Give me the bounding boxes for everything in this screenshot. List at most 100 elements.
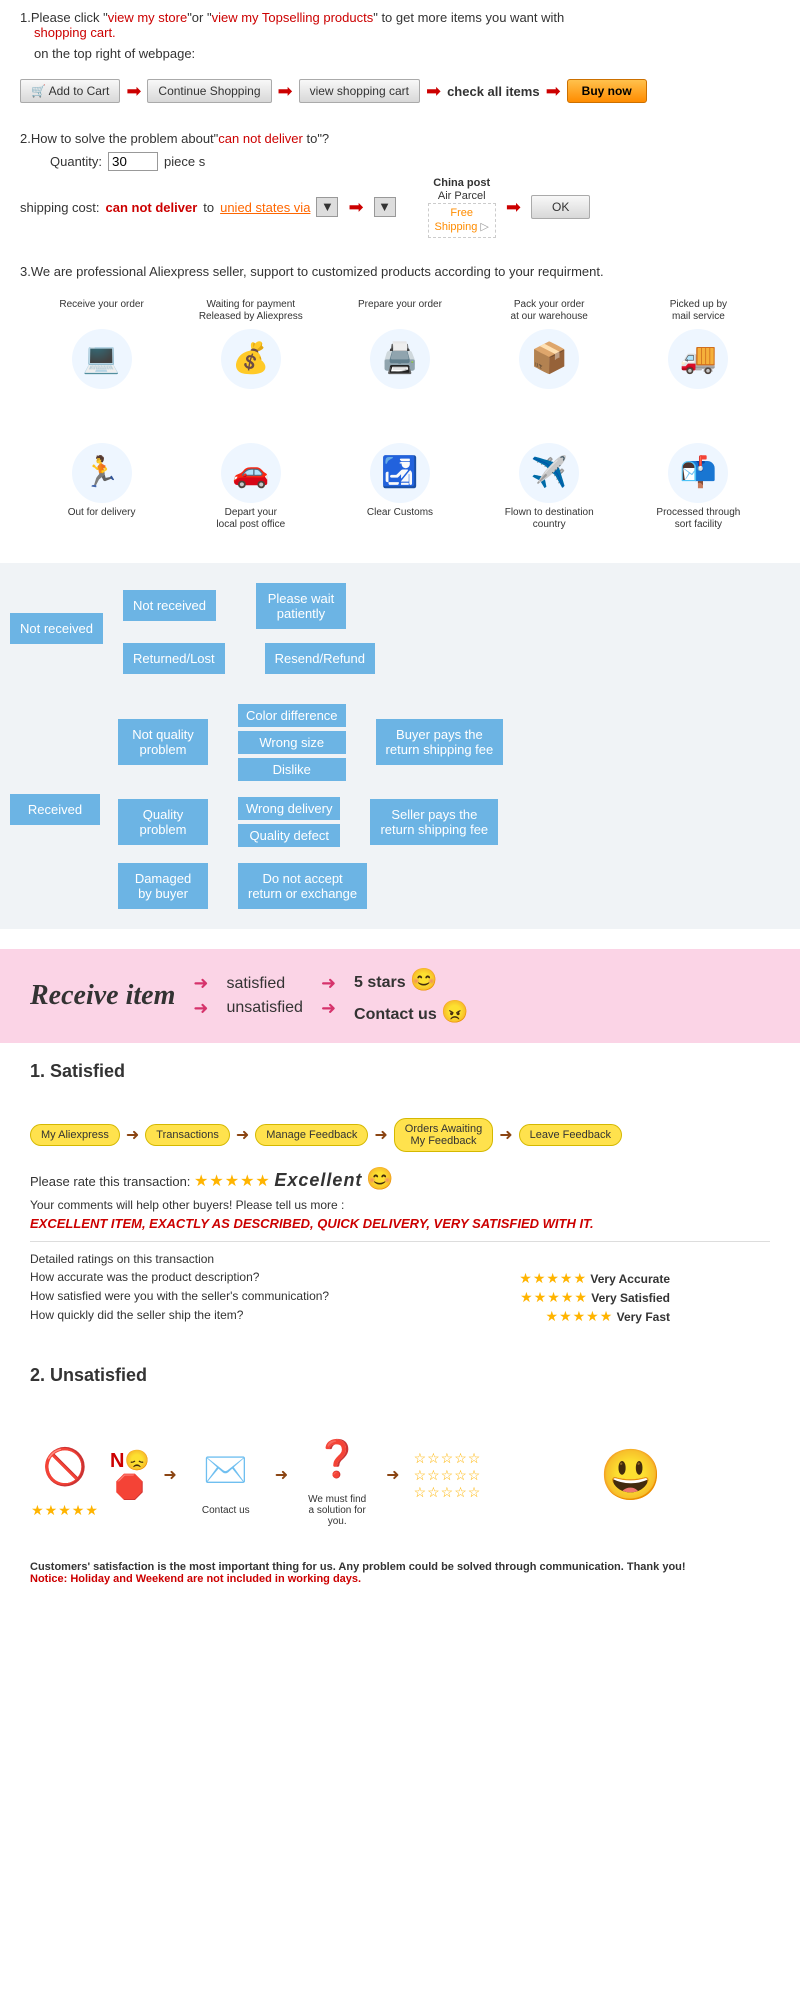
step2-section: 2.How to solve the problem about"can not…: [0, 121, 800, 254]
tree-box: Not quality problem: [118, 719, 208, 765]
shipping-row: shipping cost:can not deliver to unied s…: [20, 177, 780, 238]
solution-text: We must find a solution for you.: [302, 1494, 372, 1527]
excellent-text: Excellent: [274, 1170, 362, 1190]
arrow-icon: ➡: [546, 81, 561, 102]
stars-grid: ☆☆☆☆☆ ☆☆☆☆☆ ☆☆☆☆☆: [414, 1450, 482, 1501]
qty-label: Quantity:: [50, 154, 102, 169]
process-step: Pack your order at our warehouse📦: [478, 299, 621, 419]
feedback-pill[interactable]: Transactions: [145, 1124, 230, 1146]
continue-shopping-button[interactable]: Continue Shopping: [147, 79, 271, 103]
feedback-pill[interactable]: My Aliexpress: [30, 1124, 120, 1146]
china-post-block: China postAir Parcel FreeShipping ▷: [428, 177, 496, 238]
pieces-text: piece s: [164, 154, 205, 169]
link-view-store[interactable]: view my store: [108, 10, 187, 25]
tree-box: Resend/Refund: [265, 643, 375, 674]
feedback-pill[interactable]: Orders Awaiting My Feedback: [394, 1118, 493, 1152]
tree-box: Do not accept return or exchange: [238, 863, 367, 909]
shipping-text: Shipping: [435, 221, 478, 233]
a2: Very Satisfied: [591, 1291, 670, 1305]
rate-label: Please rate this transaction:: [30, 1174, 190, 1189]
tree-box: Not received: [123, 590, 216, 621]
process-flow-bottom: 🏃Out for delivery🚗Depart your local post…: [0, 429, 800, 543]
tree-box: Seller pays the return shipping fee: [370, 799, 498, 845]
receive-title: Receive item: [30, 980, 175, 1012]
q1: How accurate was the product description…: [30, 1270, 259, 1287]
no-text: N😞: [110, 1448, 149, 1473]
five-stars-text: 5 stars: [354, 974, 406, 991]
email-block: ✉️ Contact us: [191, 1435, 261, 1516]
step3-text: 3.We are professional Aliexpress seller,…: [20, 264, 780, 279]
txt: " to get more items you want with: [373, 10, 564, 25]
unsatisfied-heading: 2. Unsatisfied: [30, 1365, 800, 1386]
txt: to"?: [303, 131, 329, 146]
tree-box: Wrong delivery: [238, 797, 340, 820]
arrow-icon: ➜: [193, 973, 208, 994]
button-flow-row: 🛒 Add to Cart ➡ Continue Shopping ➡ view…: [20, 79, 800, 103]
china-post-text: China post: [433, 177, 490, 189]
contact-label: Contact us: [191, 1505, 261, 1516]
smile-icon: 😊: [366, 1166, 393, 1191]
arrow-icon: ➡: [426, 81, 441, 102]
big-smile-icon: 😃: [596, 1440, 666, 1510]
quantity-input[interactable]: [108, 152, 158, 171]
arrow-icon: ➡: [506, 197, 521, 218]
process-step: Prepare your order🖨️: [328, 299, 471, 419]
angry-icon: 😠: [441, 999, 468, 1024]
q2: How satisfied were you with the seller's…: [30, 1289, 329, 1306]
arrow-icon: ➜: [321, 998, 336, 1019]
tree-not-received: Not received: [10, 613, 103, 644]
via-link[interactable]: unied states via: [220, 200, 310, 215]
ship-label: shipping cost:: [20, 200, 100, 215]
arrow-icon: ➡: [126, 81, 141, 102]
tree-box: Please wait patiently: [256, 583, 346, 629]
check-all-text: check all items: [447, 84, 540, 99]
view-cart-button[interactable]: view shopping cart: [299, 79, 420, 103]
tree-box: Quality defect: [238, 824, 340, 847]
cannot-deliver-text: can not deliver: [218, 131, 303, 146]
arrow-icon: ➜: [163, 1465, 176, 1485]
buy-now-button[interactable]: Buy now: [567, 79, 647, 103]
contact-text: Contact us: [354, 1006, 437, 1023]
arrow-icon: ➡: [278, 81, 293, 102]
feedback-pill[interactable]: Manage Feedback: [255, 1124, 368, 1146]
process-flow-top: Receive your order💻Waiting for payment R…: [0, 289, 800, 429]
intro-section: 1.Please click "view my store"or "view m…: [0, 0, 800, 71]
air-parcel-text: Air Parcel: [438, 190, 486, 202]
feedback-flow: My Aliexpress ➜ Transactions ➜ Manage Feedba…: [30, 1118, 770, 1152]
process-step: Receive your order💻: [30, 299, 173, 419]
arrow-icon: ➜: [499, 1125, 512, 1145]
link-topselling[interactable]: view my Topselling products: [212, 10, 374, 25]
satisfied-text: satisfied: [226, 975, 303, 993]
a1: Very Accurate: [590, 1272, 670, 1286]
no-block: N😞 🛑: [110, 1448, 149, 1502]
dropdown-icon[interactable]: ▼: [374, 197, 396, 217]
step2-question: 2.How to solve the problem about"can not…: [20, 131, 780, 146]
comments-text: Your comments will help other buyers! Pl…: [30, 1198, 770, 1212]
txt: "or ": [187, 10, 211, 25]
process-step: 🚗Depart your local post office: [179, 439, 322, 533]
footer-notice: Notice: Holiday and Weekend are not incl…: [30, 1573, 770, 1585]
tree-box: Damaged by buyer: [118, 863, 208, 909]
a3: Very Fast: [617, 1310, 670, 1324]
satisfied-section: My Aliexpress ➜ Transactions ➜ Manage Feedba…: [0, 1090, 800, 1347]
unsatisfied-text: unsatisfied: [226, 999, 303, 1017]
review-text: EXCELLENT ITEM, EXACTLY AS DESCRIBED, QU…: [30, 1216, 770, 1231]
footer-text: Customers' satisfaction is the most impo…: [30, 1561, 770, 1573]
arrow-icon: ➜: [321, 973, 336, 994]
ok-button[interactable]: OK: [531, 195, 590, 219]
arrow-icon: ➜: [193, 998, 208, 1019]
dropdown-icon[interactable]: ▼: [316, 197, 338, 217]
txt: to: [203, 200, 214, 215]
feedback-pill[interactable]: Leave Feedback: [519, 1124, 622, 1146]
solution-block: ❓ We must find a solution for you.: [302, 1424, 372, 1527]
arrow-icon: ➜: [236, 1125, 249, 1145]
satisfied-heading: 1. Satisfied: [30, 1061, 800, 1082]
add-to-cart-button[interactable]: 🛒 Add to Cart: [20, 79, 120, 103]
step3-section: 3.We are professional Aliexpress seller,…: [0, 254, 800, 289]
txt: 2.How to solve the problem about": [20, 131, 218, 146]
free-text: Free: [450, 207, 473, 219]
arrow-icon: ➜: [126, 1125, 139, 1145]
q3: How quickly did the seller ship the item…: [30, 1308, 243, 1325]
process-step: ✈️Flown to destination country: [478, 439, 621, 533]
tree-box: Buyer pays the return shipping fee: [376, 719, 504, 765]
